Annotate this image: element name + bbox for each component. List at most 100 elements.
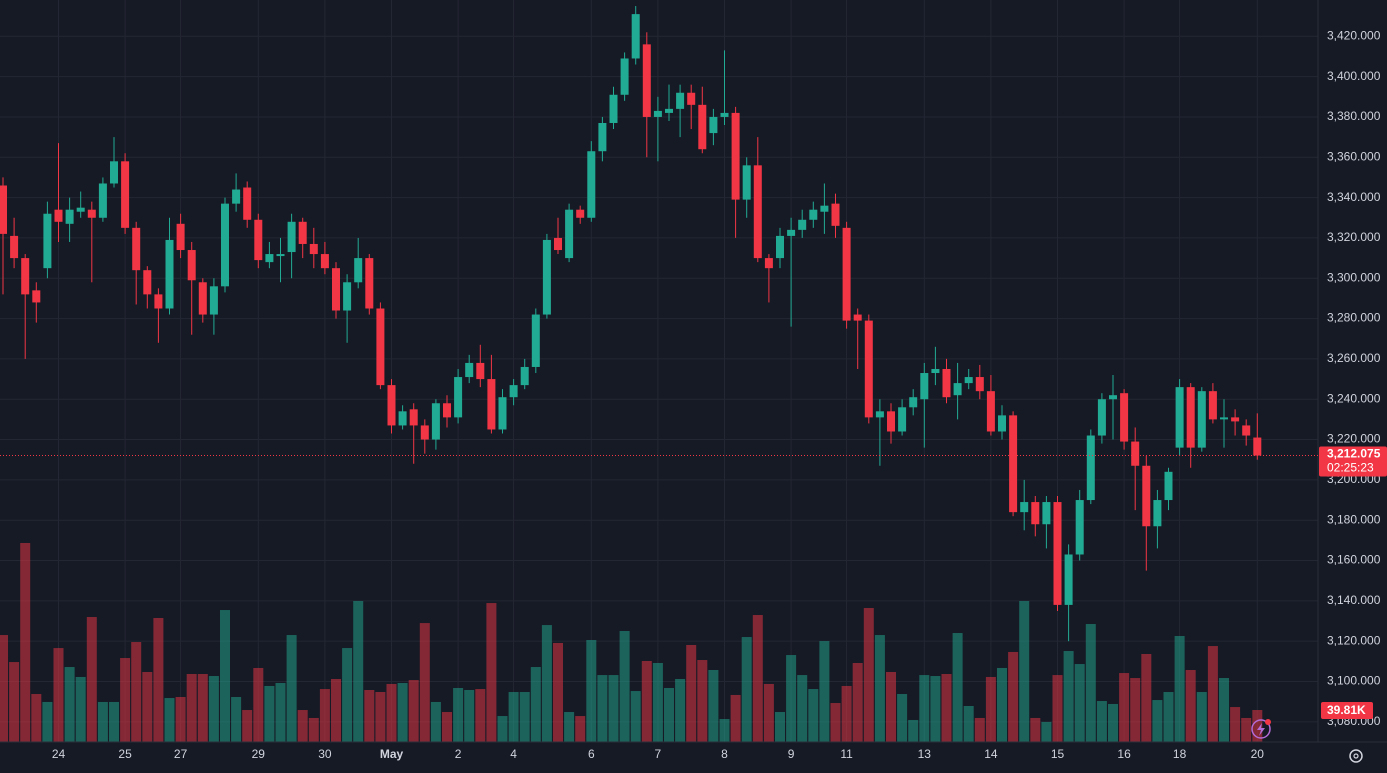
- candle-body: [531, 314, 540, 367]
- volume-bar: [530, 667, 541, 742]
- candle-body: [143, 270, 152, 295]
- volume-bar: [786, 655, 797, 742]
- candle-body: [753, 165, 762, 259]
- candle-body: [132, 227, 141, 271]
- volume-bar: [1108, 703, 1118, 742]
- candle-body: [898, 407, 907, 432]
- candle-body: [1220, 417, 1228, 420]
- volume-bar: [1141, 653, 1152, 742]
- volume-bar: [297, 710, 308, 742]
- candle-body: [221, 203, 229, 287]
- countdown-label: 02:25:23: [1327, 461, 1374, 475]
- volume-bar: [608, 675, 619, 742]
- candle-body: [853, 314, 862, 321]
- volume-bar: [75, 676, 86, 742]
- candle-body: [1109, 395, 1117, 400]
- candle-body: [742, 165, 751, 200]
- x-tick-label: 4: [510, 747, 517, 761]
- volume-bar: [42, 701, 53, 742]
- candle-body: [121, 161, 130, 228]
- volume-bar: [186, 674, 197, 742]
- candle-body: [431, 403, 440, 440]
- candle-body: [287, 221, 296, 253]
- volume-bar: [120, 658, 131, 742]
- x-tick-label: 14: [984, 747, 998, 761]
- candle-body: [265, 254, 274, 263]
- candle-body: [942, 368, 951, 398]
- alert-icon-ring: [1251, 719, 1271, 739]
- alert-icon[interactable]: [1251, 719, 1271, 739]
- volume-bar: [963, 705, 974, 742]
- candle-body: [1009, 415, 1018, 513]
- x-tick-label: 15: [1051, 747, 1065, 761]
- volume-bar: [397, 683, 408, 742]
- volume-bar: [386, 683, 397, 742]
- candle-body: [842, 227, 851, 321]
- volume-label-box: [1321, 702, 1373, 720]
- volume-bar: [919, 675, 930, 742]
- candle-body: [620, 58, 629, 95]
- candle-body: [731, 112, 740, 200]
- candle-body: [1253, 437, 1262, 456]
- y-tick-label: 3,340.000: [1327, 190, 1381, 204]
- candle-body: [631, 14, 640, 59]
- x-tick-label: 9: [788, 747, 795, 761]
- candle-body: [409, 409, 418, 426]
- volume-bar: [1185, 669, 1196, 742]
- candle-body: [887, 411, 895, 432]
- candle-body: [65, 209, 74, 224]
- volume-bar: [775, 712, 785, 742]
- candle-body: [465, 362, 474, 378]
- x-tick-label: 27: [174, 747, 188, 761]
- candle-body: [320, 254, 329, 269]
- volume-label: 39.81K: [1327, 703, 1366, 717]
- volume-bar: [830, 703, 841, 742]
- candle-body: [21, 258, 30, 295]
- x-tick-label: 7: [655, 747, 662, 761]
- volume-bar: [564, 712, 575, 742]
- volume-bar: [1219, 678, 1229, 742]
- candle-body: [653, 110, 662, 117]
- volume-bar: [342, 648, 353, 742]
- candle-body: [820, 205, 829, 212]
- volume-bar: [475, 689, 486, 742]
- candle-body: [87, 209, 96, 218]
- settings-icon[interactable]: [1349, 749, 1363, 763]
- volume-bar: [752, 615, 763, 742]
- candle-body: [98, 183, 107, 218]
- volume-bar: [164, 698, 175, 742]
- volume-bar: [1096, 701, 1107, 742]
- candle-body: [720, 112, 729, 117]
- volume-bar: [1019, 601, 1030, 742]
- settings-icon-ring: [1349, 749, 1363, 763]
- last-price-box: [1319, 446, 1387, 477]
- candle-body: [520, 366, 529, 386]
- volume-bar: [231, 696, 242, 742]
- volume-bar: [1030, 717, 1041, 742]
- candle-body: [642, 44, 651, 117]
- x-tick-label: 16: [1117, 747, 1131, 761]
- candle-body: [1020, 502, 1029, 513]
- candle-body: [487, 379, 496, 430]
- candle-body: [1197, 391, 1206, 448]
- volume-bar: [353, 601, 364, 742]
- candle-body: [1031, 502, 1040, 525]
- candle-body: [875, 411, 884, 418]
- candle-body: [110, 161, 118, 184]
- volume-bar: [31, 694, 42, 742]
- y-tick-label: 3,160.000: [1327, 553, 1381, 567]
- candle-body: [776, 235, 784, 259]
- volume-bar: [808, 689, 819, 742]
- candle-body: [176, 223, 185, 251]
- candle-body: [354, 258, 363, 283]
- volume-bar: [586, 640, 597, 742]
- volume-bar: [708, 669, 719, 742]
- volume-bar: [763, 683, 774, 742]
- volume-bar: [419, 623, 430, 742]
- candle-body: [1231, 417, 1240, 422]
- x-tick-label: 30: [318, 747, 332, 761]
- volume-bar: [575, 716, 586, 742]
- candle-body: [76, 207, 85, 212]
- volume-bar: [652, 662, 663, 742]
- volume-bar: [1119, 673, 1130, 742]
